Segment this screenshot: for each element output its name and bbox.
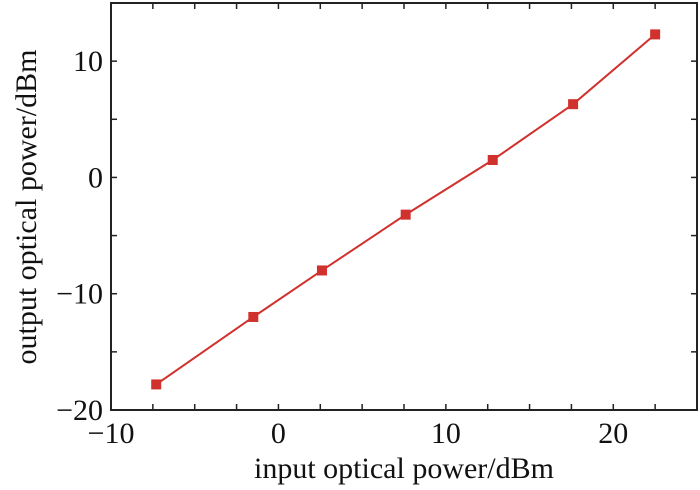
- y-tick-label: −10: [56, 278, 103, 311]
- data-point: [316, 265, 327, 276]
- x-tick-label: 10: [431, 417, 461, 450]
- x-tick-label: 20: [598, 417, 628, 450]
- data-point: [248, 311, 259, 322]
- data-point: [400, 209, 411, 220]
- y-tick-label: −20: [56, 394, 103, 427]
- plot-frame: [110, 2, 698, 411]
- data-point: [487, 154, 498, 165]
- y-tick-label: 0: [88, 161, 103, 194]
- data-point: [568, 99, 579, 110]
- x-axis-label: input optical power/dBm: [254, 452, 554, 485]
- data-point: [151, 379, 162, 390]
- series-line: [155, 33, 656, 386]
- y-tick-label: 10: [73, 45, 103, 78]
- y-axis-label: output optical power/dBm: [10, 50, 43, 365]
- x-tick-label: 0: [271, 417, 286, 450]
- data-point: [650, 29, 661, 40]
- x-tick-label: −10: [88, 417, 135, 450]
- plot-area: [151, 29, 661, 390]
